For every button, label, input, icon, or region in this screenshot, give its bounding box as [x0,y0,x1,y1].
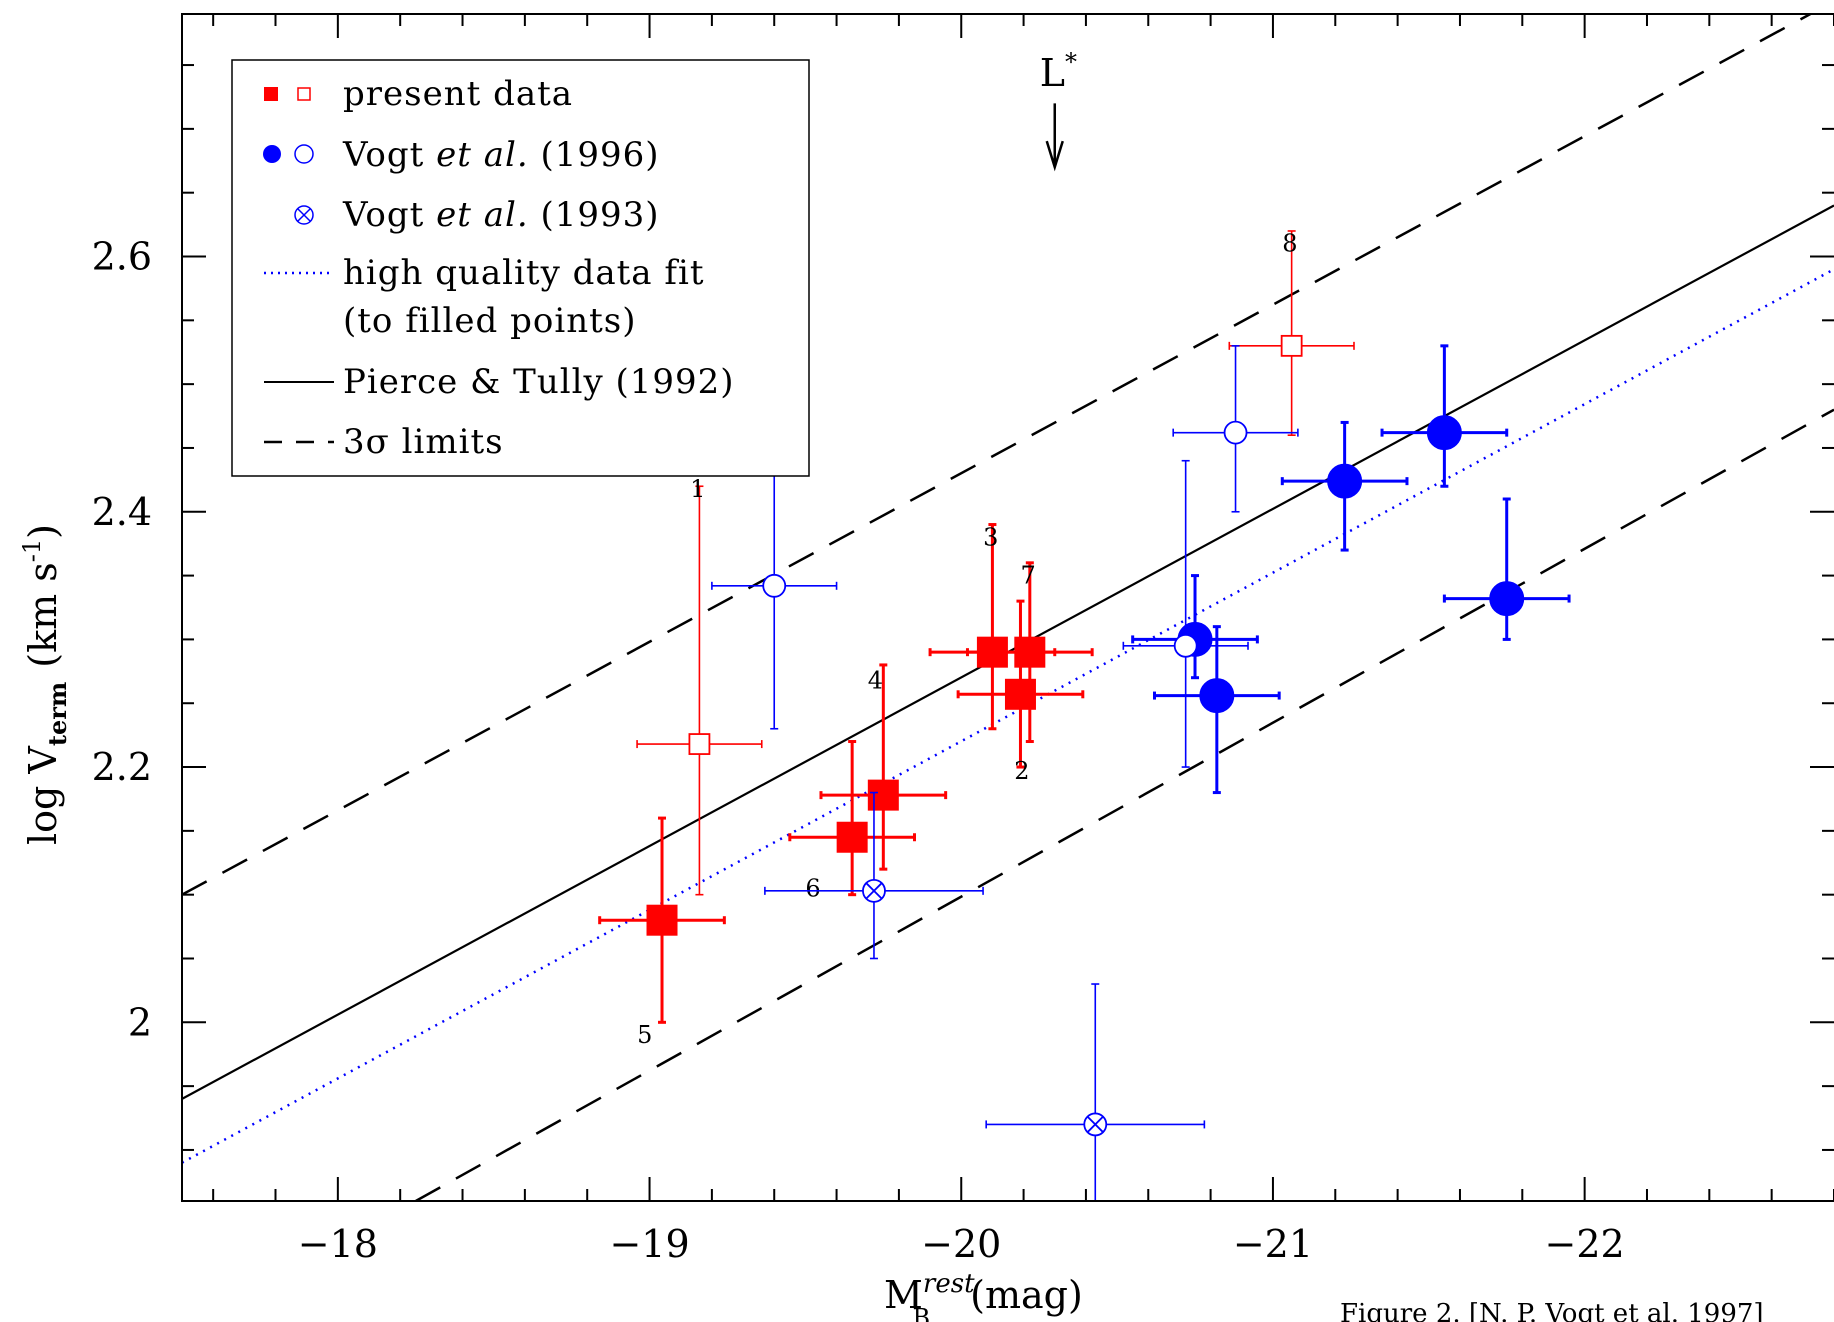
data-point [1442,497,1571,641]
y-axis-main: log V [21,746,65,845]
data-point: 7 [965,561,1094,744]
y-tick-label: 2.4 [92,490,152,534]
legend-vogt-1996-b: et al. [436,135,529,175]
legend-vogt-1996-c: (1996) [529,135,660,175]
x-axis-sub: B [913,1304,931,1322]
legend-vogt-1996-a: Vogt [342,135,436,175]
open-square-marker [1280,334,1303,357]
data-point: 2 [956,599,1085,785]
legend: present data Vogt et al. (1996) Vogt et … [231,59,810,477]
filled-square-marker [646,904,678,936]
data-point [1152,625,1281,795]
legend-fit-note: (to filled points) [343,301,637,341]
y-tick-label: 2.2 [92,745,152,789]
open-circle-marker [762,573,787,598]
legend-open-square-icon [297,87,311,101]
plot-border [181,13,1834,1202]
data-point [764,791,984,960]
x-tick-label: −20 [921,1222,1001,1266]
plot-frame: −18 −19 −20 −21 −22 2 2.2 2.4 2.6 [92,13,1834,1266]
x-axis-sup: rest [923,1269,975,1299]
x-axis-title: Mrest B (mag) [884,1269,1083,1322]
point-label: 1 [690,475,705,503]
legend-filled-square-icon [264,87,278,101]
marker-cross [1086,1116,1104,1133]
point-label: 5 [637,1021,652,1049]
lstar-label: L [1040,51,1065,95]
open-square-marker [688,733,711,755]
data-point: 5 [598,816,726,1049]
lstar-superscript: * [1065,48,1077,76]
legend-vogt-1993-c: (1993) [529,195,660,235]
legend-vogt-1993-b: et al. [436,195,529,235]
legend-filled-circle-icon [263,145,281,163]
data-point: 3 [928,523,1057,731]
y-axis-sub: term [43,682,72,746]
data-point: 6 [788,740,916,902]
y-axis-unit-close: ) [21,524,65,539]
filled-square-marker [867,779,899,811]
legend-present-data: present data [343,74,573,114]
legend-box [231,59,810,477]
data-point [1380,344,1509,488]
legend-fit: high quality data fit [343,253,705,293]
x-tick-label: −19 [609,1222,689,1266]
point-label: 3 [983,523,998,551]
point-label: 2 [1014,757,1029,785]
x-axis-main: M [884,1273,923,1317]
filled-circle-marker [1426,415,1462,451]
open-circle-marker [1173,633,1198,658]
point-label: 4 [868,666,883,694]
svg-text:L*: L* [1040,48,1077,95]
point-label: 6 [805,874,820,902]
legend-crossed-circle-icon [294,205,314,225]
data-point [1280,420,1409,552]
data-points: 5 6 4 37 2 1 8 [598,230,1571,1201]
data-point: 1 [636,475,763,896]
x-tick-label: −18 [298,1222,378,1266]
legend-open-circle-icon [294,144,314,164]
legend-vogt-1993: Vogt et al. (1993) [342,195,660,235]
x-tick-label: −21 [1233,1222,1313,1266]
data-point [1172,345,1299,513]
figure-caption: Figure 2. [N. P. Vogt et al. 1997] [1340,1299,1764,1322]
point-label: 7 [1020,562,1035,590]
legend-3sigma: 3σ limits [343,422,504,462]
filled-square-marker [1004,678,1036,710]
x-axis-unit: (mag) [970,1273,1083,1317]
filled-circle-marker [1199,678,1235,714]
lstar-annotation: L* [1040,48,1077,172]
data-point [711,383,838,730]
legend-vogt-1993-a: Vogt [342,195,436,235]
dashed-fit-line-1 [182,14,1814,896]
data-point: 4 [819,663,948,871]
filled-circle-marker [1489,581,1525,617]
legend-vogt-1996: Vogt et al. (1996) [342,135,660,175]
marker-cross [865,882,883,900]
dashed-fit-line-2 [415,408,1834,1201]
y-axis-title: log Vterm (km s-1) [18,524,72,845]
x-tick-label: −22 [1545,1222,1625,1266]
y-axis-unit-open: (km s [21,562,65,667]
data-point [985,983,1206,1201]
y-tick-label: 2 [128,1000,152,1044]
y-axis-unit-sup: -1 [18,539,46,562]
point-label: 8 [1282,230,1297,258]
lstar-arrow-icon [1045,103,1064,172]
dotted-fit-line-3 [182,268,1834,1164]
y-tick-label: 2.6 [92,235,152,279]
filled-square-marker [836,821,868,853]
filled-circle-marker [1327,463,1363,499]
data-point: 8 [1228,230,1355,436]
open-circle-marker [1223,420,1248,445]
legend-pierce-tully: Pierce & Tully (1992) [343,362,735,402]
data-point [1122,459,1249,768]
